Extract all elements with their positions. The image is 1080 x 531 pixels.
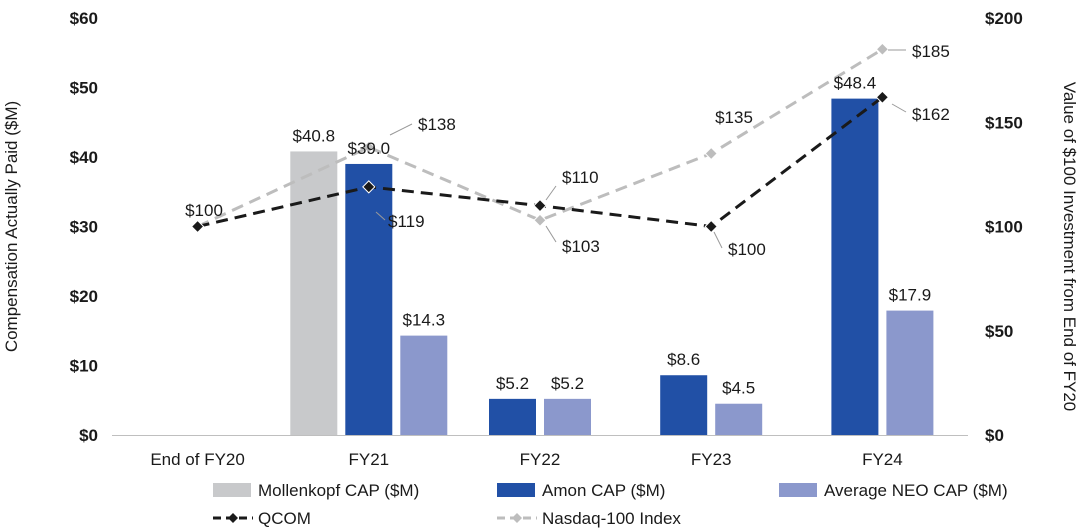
category-label: FY23	[691, 450, 732, 469]
bar	[831, 98, 879, 436]
leader-line	[713, 231, 723, 249]
leader-line	[389, 123, 413, 136]
bar	[400, 335, 448, 435]
bar-value-label: $17.9	[889, 286, 932, 305]
left-tick-label: $60	[70, 9, 98, 28]
nasdaq-line	[196, 47, 884, 228]
lines	[190, 42, 890, 234]
legend-label: QCOM	[258, 509, 311, 528]
category-label: FY21	[348, 450, 389, 469]
left-axis-title: Compensation Actually Paid ($M)	[2, 101, 21, 352]
bar	[544, 398, 591, 435]
left-tick-label: $10	[70, 357, 98, 376]
left-tick-label: $30	[70, 218, 98, 237]
bar	[886, 310, 934, 435]
data-labels: $40.8 $39.0 $14.3 $5.2 $5.2 $8.6 $4.5 $48.4 $17.…	[185, 42, 950, 398]
bar	[345, 163, 393, 435]
legend-swatch	[497, 483, 535, 497]
axes: $0 $10 $20 $30 $40 $50 $60 $0 $50 $100 $150 $200 End…	[2, 9, 1079, 469]
leader-line	[545, 225, 557, 243]
right-tick-label: $150	[985, 113, 1023, 132]
bar-value-label: $14.3	[403, 311, 446, 330]
qcom-value-label: $162	[912, 105, 950, 124]
legend-marker	[228, 513, 238, 523]
bars	[290, 98, 934, 436]
bar-value-label: $48.4	[834, 74, 877, 93]
left-tick-label: $20	[70, 287, 98, 306]
qcom-marker	[875, 90, 890, 104]
nasdaq-marker	[362, 140, 376, 154]
right-tick-label: $50	[985, 322, 1013, 341]
bar-value-label: $40.8	[293, 126, 336, 145]
category-label: FY24	[862, 450, 903, 469]
left-tick-label: $50	[70, 79, 98, 98]
qcom-value-label: $110	[562, 168, 599, 187]
legend: Mollenkopf CAP ($M) Amon CAP ($M) Average …	[213, 481, 1008, 528]
legend-swatch	[779, 483, 817, 497]
qcom-marker	[704, 219, 718, 234]
category-label: FY22	[520, 450, 561, 469]
bar-value-label: $39.0	[348, 139, 391, 158]
nasdaq-marker	[533, 213, 547, 227]
bar-value-label: $8.6	[667, 350, 700, 369]
bar	[715, 403, 763, 435]
legend-label: Nasdaq-100 Index	[542, 509, 681, 528]
left-tick-label: $40	[70, 148, 98, 167]
bar	[290, 151, 338, 435]
nasdaq-value-label: $135	[715, 108, 753, 127]
qcom-value-label: $119	[388, 212, 425, 231]
qcom-marker	[190, 219, 205, 234]
leader-line	[375, 211, 386, 221]
left-tick-label: $0	[79, 426, 98, 445]
legend-label: Mollenkopf CAP ($M)	[258, 481, 419, 500]
bar-value-label: $5.2	[551, 374, 584, 393]
nasdaq-value-label: $103	[562, 237, 600, 256]
legend-label: Average NEO CAP ($M)	[824, 481, 1008, 500]
right-tick-label: $200	[985, 9, 1023, 28]
nasdaq-marker	[704, 146, 718, 161]
right-axis-title: Value of $100 Investment from End of FY2…	[1060, 82, 1079, 411]
nasdaq-value-label: $138	[418, 115, 456, 134]
category-label: End of FY20	[150, 450, 245, 469]
bar	[489, 398, 536, 435]
legend-label: Amon CAP ($M)	[542, 481, 665, 500]
legend-swatch	[213, 483, 251, 497]
nasdaq-value-label: $185	[912, 42, 950, 61]
nasdaq-value-label: $100	[185, 201, 223, 220]
right-tick-label: $100	[985, 218, 1023, 237]
qcom-value-label: $100	[728, 240, 766, 259]
qcom-marker	[362, 180, 376, 194]
qcom-marker	[533, 198, 547, 213]
nasdaq-marker	[875, 42, 890, 56]
legend-marker	[512, 513, 522, 523]
bar-value-label: $5.2	[496, 374, 529, 393]
right-tick-label: $0	[985, 426, 1004, 445]
bar-value-label: $4.5	[722, 379, 755, 398]
leader-line	[545, 185, 557, 201]
leader-line	[891, 103, 907, 113]
bar	[660, 375, 708, 435]
